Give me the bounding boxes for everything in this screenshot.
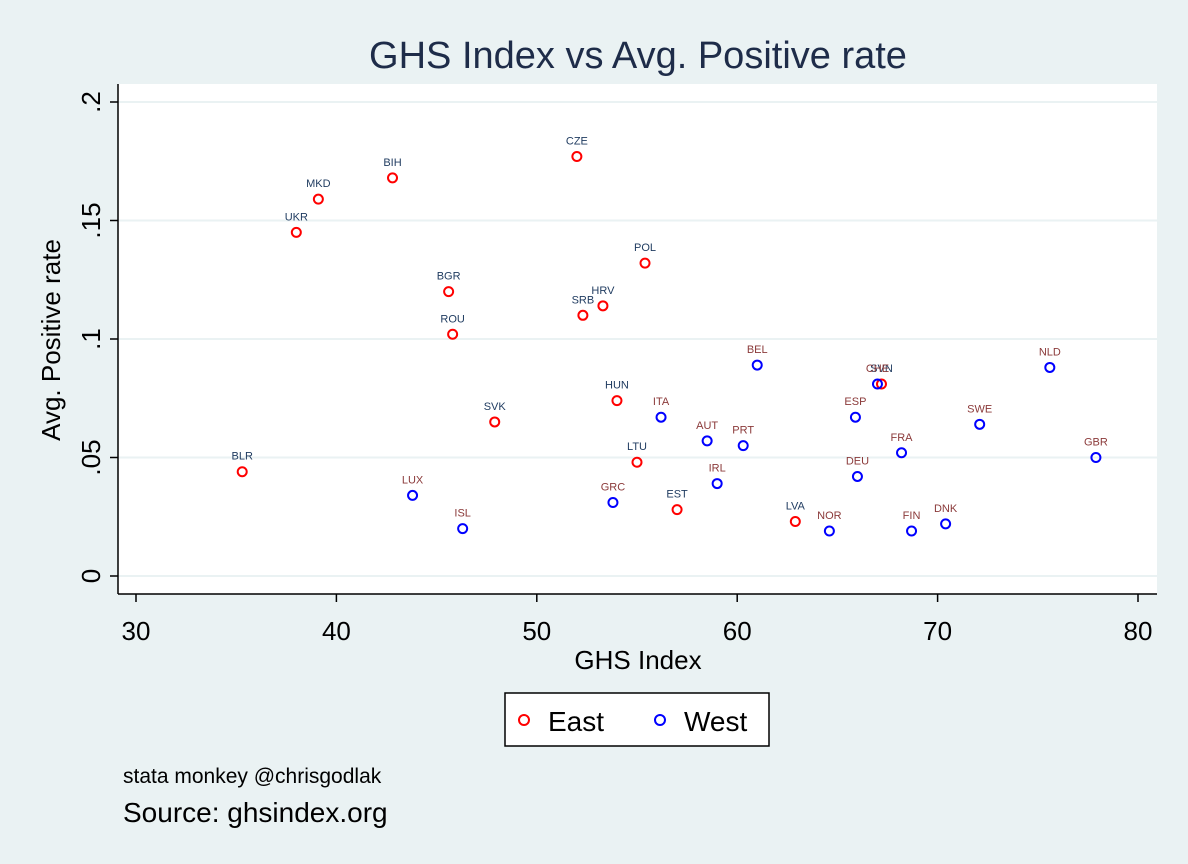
x-tick-label: 30: [122, 616, 151, 646]
chart-title: GHS Index vs Avg. Positive rate: [369, 35, 907, 77]
data-point-swe: [974, 418, 986, 430]
data-point-mkd: [312, 193, 324, 205]
data-label-isl: ISL: [454, 508, 471, 520]
y-tick-label: 0: [76, 569, 106, 583]
y-tick-label: .2: [76, 91, 106, 113]
data-label-pol: POL: [634, 242, 656, 254]
y-tick-label: .15: [76, 202, 106, 238]
data-label-srb: SRB: [572, 294, 595, 306]
data-point-isl: [457, 523, 469, 535]
data-point-bgr: [443, 286, 455, 298]
x-tick-label: 40: [322, 616, 351, 646]
data-label-ita: ITA: [653, 396, 670, 408]
data-label-blr: BLR: [232, 451, 253, 463]
data-point-bih: [387, 172, 399, 184]
data-point-gbr: [1090, 452, 1102, 463]
data-point-esp: [849, 411, 861, 423]
y-tick-label: .05: [76, 439, 106, 475]
data-label-deu: DEU: [846, 455, 869, 467]
data-point-svn: [875, 378, 887, 390]
legend-label-west: West: [684, 706, 747, 737]
data-label-prt: PRT: [732, 425, 754, 437]
data-point-irl: [711, 478, 723, 490]
data-label-est: EST: [666, 489, 688, 501]
data-label-irl: IRL: [709, 463, 726, 475]
chart-source: Source: ghsindex.org: [123, 797, 388, 828]
data-label-rou: ROU: [440, 313, 465, 325]
data-point-rou: [447, 328, 459, 340]
data-label-svn: SVN: [870, 363, 893, 375]
data-point-nld: [1044, 361, 1056, 373]
data-point-pol: [639, 257, 651, 269]
data-point-fin: [906, 525, 918, 537]
data-point-est: [671, 504, 683, 516]
data-label-bel: BEL: [747, 344, 768, 356]
data-point-hrv: [597, 300, 609, 312]
x-tick-label: 50: [522, 616, 551, 646]
data-point-srb: [577, 309, 589, 321]
data-point-svk: [489, 416, 501, 428]
data-point-hun: [611, 395, 623, 407]
chart-note: stata monkey @chrisgodlak: [123, 765, 382, 788]
data-point-dnk: [940, 518, 952, 530]
x-tick-label: 70: [923, 616, 952, 646]
data-point-grc: [607, 497, 619, 509]
data-label-ltu: LTU: [627, 441, 647, 453]
axes: 0 .05 .1 .15 .2 30 40 50 60 70 80: [76, 84, 1157, 646]
data-label-nor: NOR: [817, 510, 842, 522]
legend-box: [504, 692, 770, 747]
data-label-lux: LUX: [402, 474, 424, 486]
data-label-esp: ESP: [844, 396, 866, 408]
data-label-svk: SVK: [484, 401, 507, 413]
data-label-che: CHE: [866, 363, 889, 375]
data-label-mkd: MKD: [306, 178, 331, 190]
data-label-bih: BIH: [383, 157, 401, 169]
x-tick-label: 80: [1124, 616, 1153, 646]
data-label-fin: FIN: [903, 510, 921, 522]
data-label-ukr: UKR: [285, 211, 308, 223]
data-label-bgr: BGR: [437, 271, 461, 283]
data-point-cze: [571, 151, 583, 163]
legend-marker-east: [518, 714, 530, 726]
data-point-ltu: [631, 456, 643, 468]
data-label-dnk: DNK: [934, 503, 958, 515]
data-point-ita: [655, 411, 667, 423]
data-label-hun: HUN: [605, 380, 629, 392]
data-point-lux: [407, 489, 419, 501]
data-point-fra: [896, 447, 908, 459]
y-tick-label: .1: [76, 328, 106, 350]
data-point-lva: [789, 515, 801, 527]
data-label-hrv: HRV: [591, 285, 615, 297]
data-point-blr: [236, 466, 248, 478]
data-point-nor: [823, 525, 835, 537]
legend-marker-west: [654, 714, 666, 726]
data-point-che: [871, 378, 883, 390]
data-label-fra: FRA: [891, 432, 914, 444]
data-label-aut: AUT: [696, 420, 718, 432]
data-label-grc: GRC: [601, 482, 626, 494]
data-label-swe: SWE: [967, 403, 992, 415]
data-point-ukr: [290, 226, 302, 238]
gridlines: [118, 101, 1157, 577]
data-point-deu: [851, 470, 863, 482]
data-label-nld: NLD: [1039, 346, 1061, 358]
data-label-gbr: GBR: [1084, 437, 1108, 449]
legend: East West: [504, 692, 770, 747]
y-axis-title: Avg. Positive rate: [36, 239, 66, 441]
data-point-bel: [751, 359, 763, 371]
data-label-cze: CZE: [566, 136, 588, 148]
x-tick-label: 60: [723, 616, 752, 646]
x-axis-title: GHS Index: [574, 645, 701, 675]
data-label-lva: LVA: [786, 500, 806, 512]
data-point-aut: [701, 435, 713, 447]
legend-label-east: East: [548, 706, 604, 737]
data-point-prt: [737, 440, 749, 452]
